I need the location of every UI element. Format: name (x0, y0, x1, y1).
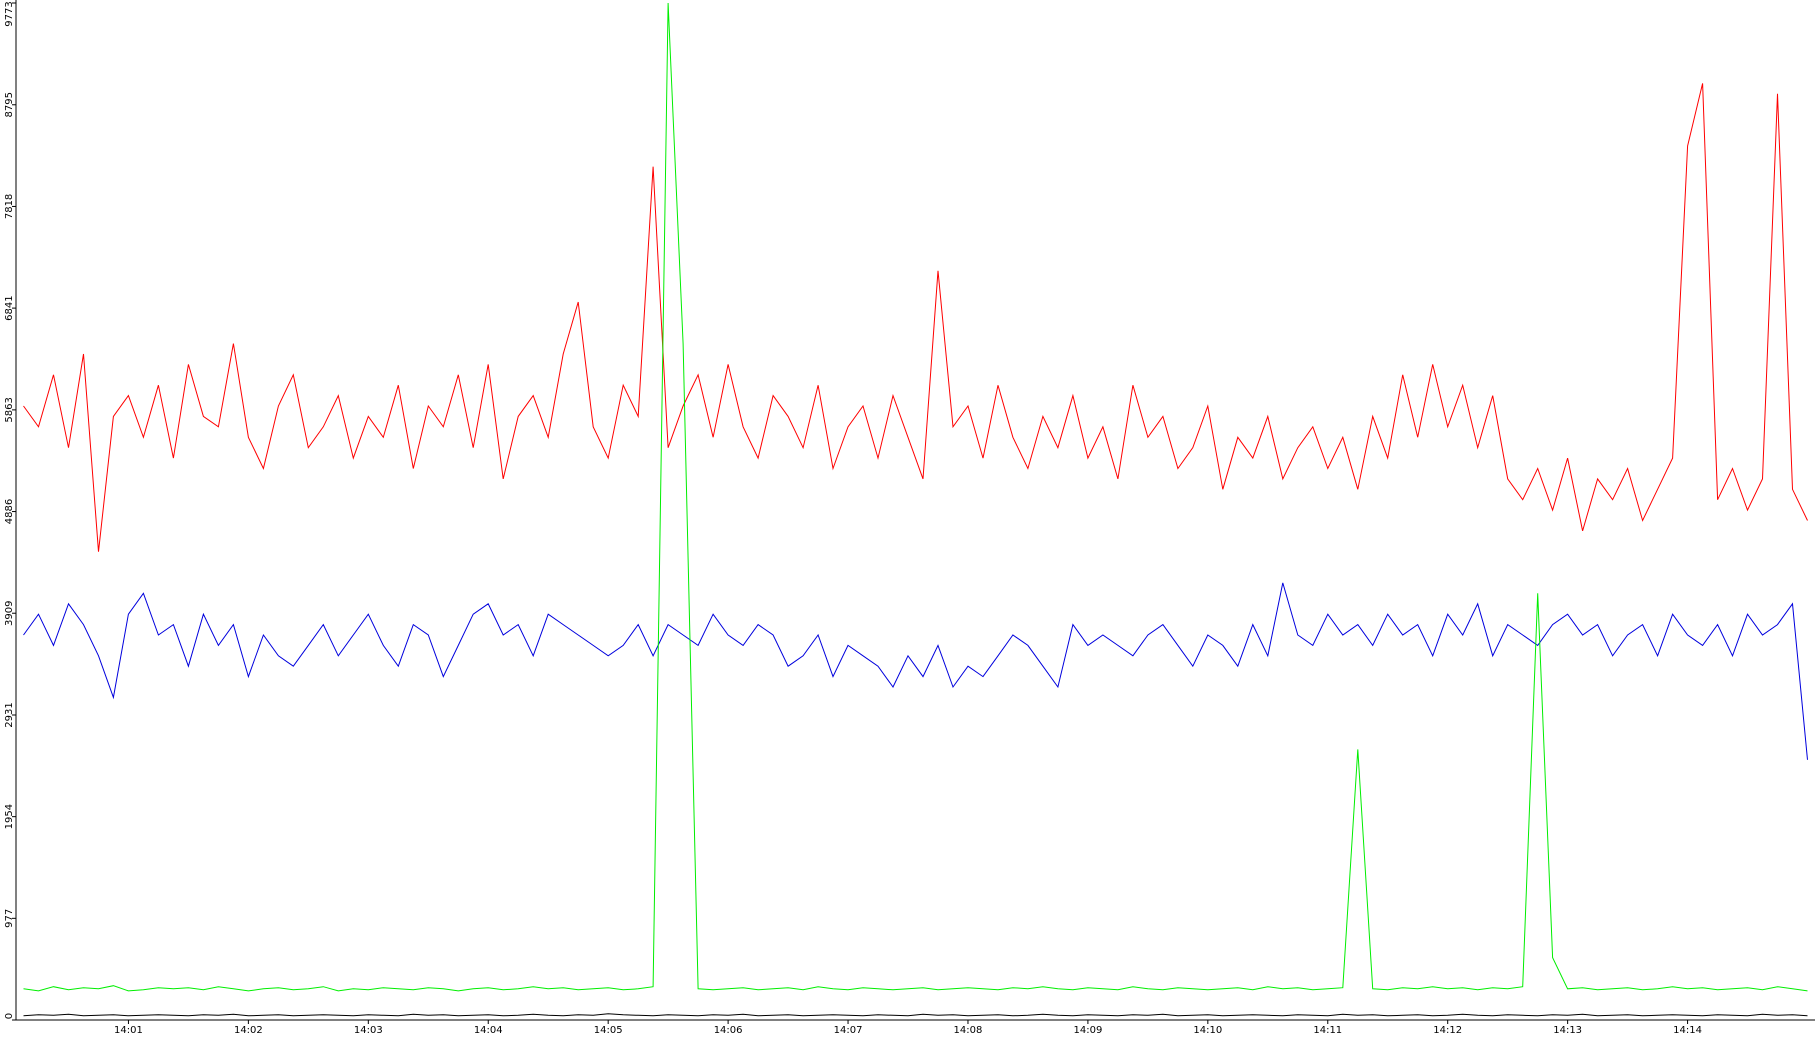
x-tick-label: 14:13 (1553, 1025, 1582, 1036)
y-tick-label: 5863 (4, 397, 15, 422)
x-tick-label: 14:09 (1073, 1025, 1102, 1036)
y-tick-label: 8795 (4, 92, 15, 117)
x-tick-label: 14:05 (594, 1025, 623, 1036)
x-tick-label: 14:04 (474, 1025, 503, 1036)
x-tick-label: 14:12 (1433, 1025, 1462, 1036)
y-tick-label: 7818 (4, 194, 15, 219)
x-tick-label: 14:01 (114, 1025, 143, 1036)
x-tick-label: 14:14 (1673, 1025, 1702, 1036)
x-tick-label: 14:08 (954, 1025, 983, 1036)
series-line (23, 1013, 1808, 1017)
series-line (23, 83, 1808, 552)
x-tick-label: 14:07 (834, 1025, 863, 1036)
y-tick-label: 2931 (4, 702, 15, 727)
x-tick-label: 14:10 (1193, 1025, 1222, 1036)
y-tick-label: 0 (4, 1013, 15, 1019)
x-tick-label: 14:06 (714, 1025, 743, 1036)
y-tick-label: 6841 (4, 295, 15, 320)
y-tick-label: 9773 (4, 1, 15, 26)
x-tick-label: 14:02 (234, 1025, 263, 1036)
y-tick-label: 977 (4, 909, 15, 928)
y-tick-label: 1954 (4, 804, 15, 829)
x-tick-label: 14:03 (354, 1025, 383, 1036)
series-line (23, 2, 1808, 992)
y-tick-label: 3909 (4, 600, 15, 625)
x-tick-label: 14:11 (1313, 1025, 1342, 1036)
series-line (23, 582, 1808, 760)
y-tick-label: 4886 (4, 499, 15, 524)
